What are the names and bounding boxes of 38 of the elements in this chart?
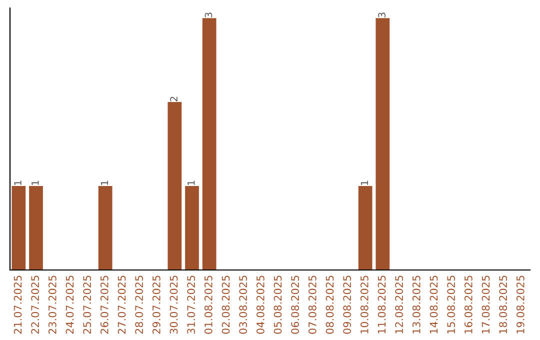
x-tick-label: 31.07.2025 (187, 276, 196, 334)
x-tick-label: 06.08.2025 (291, 276, 300, 334)
x-tick-label: 22.07.2025 (31, 276, 40, 334)
data-label: 1 (100, 180, 108, 185)
x-tick-label: 16.08.2025 (464, 276, 472, 334)
x-tick-label: 08.08.2025 (326, 276, 334, 334)
x-tick-label: 03.08.2025 (239, 276, 248, 334)
x-tick-label: 27.07.2025 (118, 276, 126, 334)
x-tick-label: 25.07.2025 (83, 276, 92, 334)
x-tick-label: 30.07.2025 (170, 276, 178, 334)
x-tick-label: 24.07.2025 (66, 276, 74, 334)
x-tick-label: 12.08.2025 (395, 276, 404, 334)
data-label: 1 (360, 180, 368, 185)
x-tick-label: 26.07.2025 (100, 276, 108, 334)
data-label: 1 (14, 180, 22, 185)
x-tick-label: 19.08.2025 (516, 276, 524, 334)
x-tick-label: 23.07.2025 (48, 276, 56, 334)
data-label: 1 (188, 180, 195, 185)
x-tick-label: 17.08.2025 (482, 276, 490, 334)
data-label: 2 (170, 96, 178, 102)
x-tick-label: 02.08.2025 (222, 276, 230, 334)
data-label: 3 (204, 12, 212, 18)
x-tick-label: 29.07.2025 (152, 276, 160, 334)
x-tick-label: 11.08.2025 (378, 276, 386, 334)
x-tick-label: 14.08.2025 (430, 276, 438, 334)
x-tick-label: 18.08.2025 (499, 276, 508, 334)
x-tick-label: 13.08.2025 (412, 276, 420, 334)
x-tick-label: 05.08.2025 (274, 276, 282, 334)
data-label: 3 (378, 12, 386, 18)
x-tick-label: 01.08.2025 (204, 276, 212, 334)
data-label: 1 (32, 180, 39, 185)
x-tick-label: 15.08.2025 (447, 276, 456, 334)
x-tick-label: 21.07.2025 (14, 276, 22, 334)
x-tick-label: 04.08.2025 (256, 276, 264, 334)
x-tick-label: 07.08.2025 (308, 276, 316, 334)
x-tick-label: 28.07.2025 (135, 276, 144, 334)
x-tick-label: 10.08.2025 (360, 276, 368, 334)
x-tick-label: 09.08.2025 (343, 276, 352, 334)
